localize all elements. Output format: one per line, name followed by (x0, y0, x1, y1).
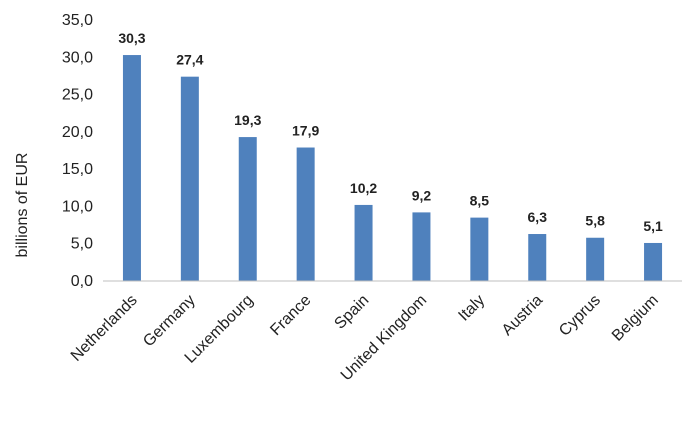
data-label: 30,3 (118, 30, 145, 46)
data-label: 5,8 (585, 213, 605, 229)
bar-united-kingdom (412, 212, 431, 281)
x-category-label: Cyprus (556, 292, 604, 340)
x-category-label: Germany (140, 292, 199, 351)
data-label: 27,4 (176, 52, 203, 68)
bar-france (296, 147, 315, 281)
x-category-label: Belgium (609, 292, 662, 345)
bars-group (122, 55, 663, 282)
x-category-label: Spain (331, 292, 372, 333)
x-category-label: France (267, 292, 314, 339)
x-category-label: Austria (499, 292, 546, 339)
data-label: 8,5 (470, 193, 490, 209)
data-label: 19,3 (234, 112, 261, 128)
y-tick-label: 30,0 (62, 49, 93, 66)
bar-spain (354, 204, 373, 281)
bar-luxembourg (238, 137, 257, 281)
data-label: 17,9 (292, 123, 319, 139)
data-label: 10,2 (350, 180, 377, 196)
bar-cyprus (586, 237, 605, 281)
bar-italy (470, 217, 489, 281)
data-label: 9,2 (412, 187, 432, 203)
y-tick-label: 10,0 (62, 198, 93, 215)
x-category-label: Italy (455, 292, 488, 325)
y-tick-label: 0,0 (71, 273, 93, 290)
bar-belgium (644, 242, 663, 281)
data-label: 6,3 (528, 209, 548, 225)
y-tick-label: 35,0 (62, 12, 93, 29)
y-axis-ticks: 0,0 5,0 10,0 15,0 20,0 25,0 30,0 35,0 (62, 12, 93, 290)
data-label: 5,1 (643, 218, 663, 234)
x-category-label: Netherlands (68, 292, 141, 365)
y-tick-label: 5,0 (71, 236, 93, 253)
y-tick-label: 25,0 (62, 87, 93, 104)
bar-netherlands (122, 55, 141, 282)
bar-germany (180, 76, 199, 281)
y-tick-label: 15,0 (62, 161, 93, 178)
bar-austria (528, 234, 547, 281)
y-tick-label: 20,0 (62, 124, 93, 141)
y-axis-title: billions of EUR (14, 153, 31, 258)
data-labels-group: 30,3 27,4 19,3 17,9 10,2 9,2 8,5 6,3 5,8 5,1 (118, 30, 663, 234)
